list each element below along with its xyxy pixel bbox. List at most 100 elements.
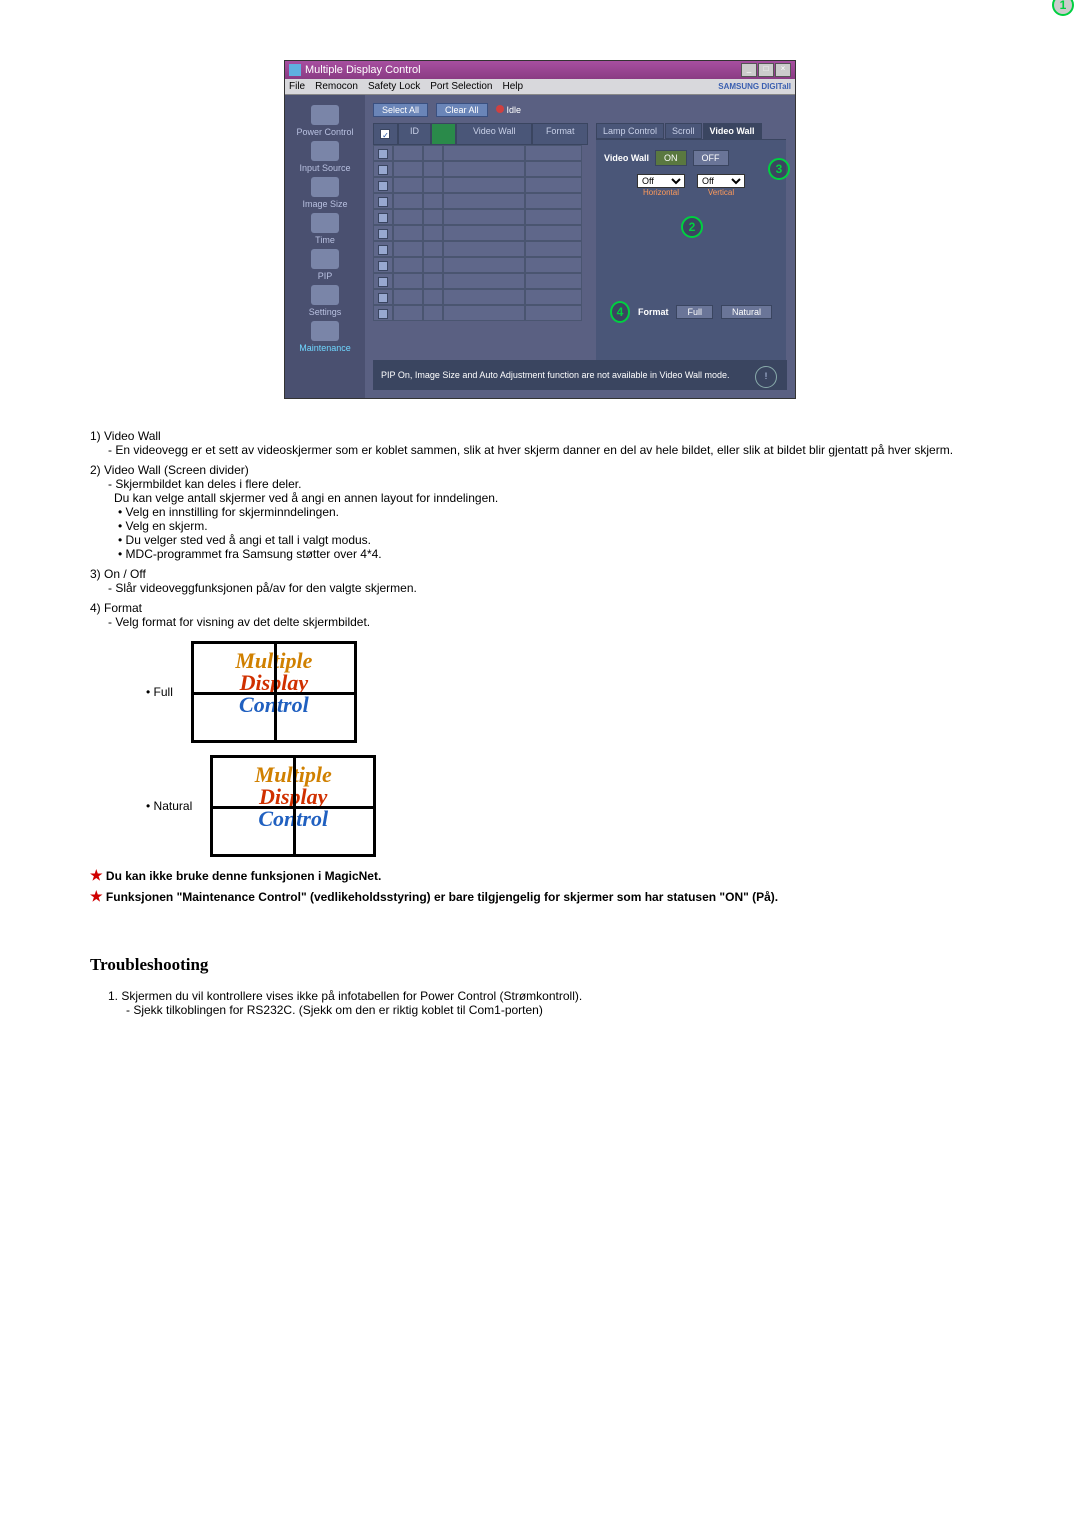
minimize-button[interactable]: _ [741,63,757,77]
vertical-select[interactable]: Off [697,174,745,188]
natural-label: Natural [146,799,192,813]
table-row[interactable] [373,161,588,177]
time-icon[interactable] [311,213,339,233]
header-checkbox[interactable]: ✓ [380,129,390,139]
close-button[interactable]: × [775,63,791,77]
item2-a: - Skjermbildet kan deles i flere deler. [108,477,990,491]
item4-title: 4) Format [90,601,142,615]
menu-port[interactable]: Port Selection [430,81,492,92]
table-row[interactable] [373,241,588,257]
row-checkbox[interactable] [378,309,388,319]
menu-safety[interactable]: Safety Lock [368,81,420,92]
power-icon[interactable] [311,105,339,125]
videowall-panel: Video Wall ON OFF 3 Off Horizontal Off V… [596,140,786,360]
item2-f: MDC-programmet fra Samsung støtter over … [118,547,990,561]
app-icon [289,64,301,76]
clear-all-button[interactable]: Clear All [436,103,488,117]
col-videowall: Video Wall [456,123,532,145]
row-checkbox[interactable] [378,293,388,303]
table-row[interactable] [373,273,588,289]
horizontal-label: Horizontal [637,188,685,197]
item3-title: 3) On / Off [90,567,146,581]
maintenance-icon[interactable] [311,321,339,341]
col-status [431,123,456,145]
maximize-button[interactable]: □ [758,63,774,77]
table-row[interactable] [373,209,588,225]
footer-note: PIP On, Image Size and Auto Adjustment f… [373,360,787,390]
sidebar-power: Power Control [285,105,365,137]
main-area: Select All Clear All Idle ✓ ID Video Wal… [365,95,795,398]
table-row[interactable] [373,177,588,193]
row-checkbox[interactable] [378,149,388,159]
note-2: ★ Funksjonen "Maintenance Control" (vedl… [90,888,990,905]
col-check: ✓ [373,123,398,145]
row-checkbox[interactable] [378,197,388,207]
tabs: Lamp Control Scroll Video Wall [596,123,786,140]
trouble-1a: - Sjekk tilkoblingen for RS232C. (Sjekk … [126,1003,990,1017]
off-button[interactable]: OFF [693,150,729,166]
row-checkbox[interactable] [378,245,388,255]
sidebar-input: Input Source [285,141,365,173]
brand-label: SAMSUNG DIGITall [718,82,791,91]
tab-scroll[interactable]: Scroll [665,123,702,139]
window-title: Multiple Display Control [305,64,421,76]
table-row[interactable] [373,145,588,161]
panel-title: Video Wall [604,153,649,163]
note-1: ★ Du kan ikke bruke denne funksjonen i M… [90,867,990,884]
row-checkbox[interactable] [378,181,388,191]
callout-4: 4 [610,301,630,323]
col-format: Format [532,123,588,145]
item2-c: Velg en innstilling for skjerminndelinge… [118,505,990,519]
menu-remocon[interactable]: Remocon [315,81,358,92]
on-button[interactable]: ON [655,150,687,166]
sidebar-maintenance: Maintenance [285,321,365,353]
vertical-label: Vertical [697,188,745,197]
row-checkbox[interactable] [378,261,388,271]
table-row[interactable] [373,289,588,305]
sidebar-settings: Settings [285,285,365,317]
select-all-button[interactable]: Select All [373,103,428,117]
row-checkbox[interactable] [378,277,388,287]
natural-image: Multiple Display Control [210,755,376,857]
row-checkbox[interactable] [378,229,388,239]
menu-file[interactable]: File [289,81,305,92]
input-icon[interactable] [311,141,339,161]
format-bar: 4 Format Full Natural [604,297,778,327]
toolbar: Select All Clear All Idle [373,103,787,117]
app-window: Multiple Display Control _ □ × File Remo… [284,60,796,399]
table-row[interactable] [373,193,588,209]
format-label: Format [638,307,669,317]
item2-d: Velg en skjerm. [118,519,990,533]
natural-button[interactable]: Natural [721,305,772,319]
table-row[interactable] [373,257,588,273]
callout-2: 2 [681,216,703,238]
item3-a: - Slår videoveggfunksjonen på/av for den… [108,581,990,595]
tab-lamp[interactable]: Lamp Control [596,123,664,139]
idle-indicator: Idle [496,105,522,115]
item1-title: 1) Video Wall [90,429,161,443]
sidebar-pip: PIP [285,249,365,281]
row-checkbox[interactable] [378,165,388,175]
table-row[interactable] [373,305,588,321]
trouble-1: 1. Skjermen du vil kontrollere vises ikk… [108,989,990,1003]
info-icon: ! [755,366,777,388]
horizontal-select[interactable]: Off [637,174,685,188]
table-row[interactable] [373,225,588,241]
right-pane: Lamp Control Scroll Video Wall 1 Video W… [596,123,786,360]
image-icon[interactable] [311,177,339,197]
idle-dot-icon [496,105,504,113]
settings-icon[interactable] [311,285,339,305]
menubar: File Remocon Safety Lock Port Selection … [285,79,795,95]
row-checkbox[interactable] [378,213,388,223]
item2-title: 2) Video Wall (Screen divider) [90,463,249,477]
display-table: ✓ ID Video Wall Format [373,123,588,321]
callout-1: 1 [1052,0,1074,16]
col-id: ID [398,123,431,145]
tab-videowall[interactable]: Video Wall [703,123,762,139]
callout-3: 3 [768,158,790,180]
item2-e: Du velger sted ved å angi et tall i valg… [118,533,990,547]
troubleshooting-heading: Troubleshooting [90,955,990,975]
menu-help[interactable]: Help [502,81,523,92]
full-button[interactable]: Full [676,305,713,319]
pip-icon[interactable] [311,249,339,269]
